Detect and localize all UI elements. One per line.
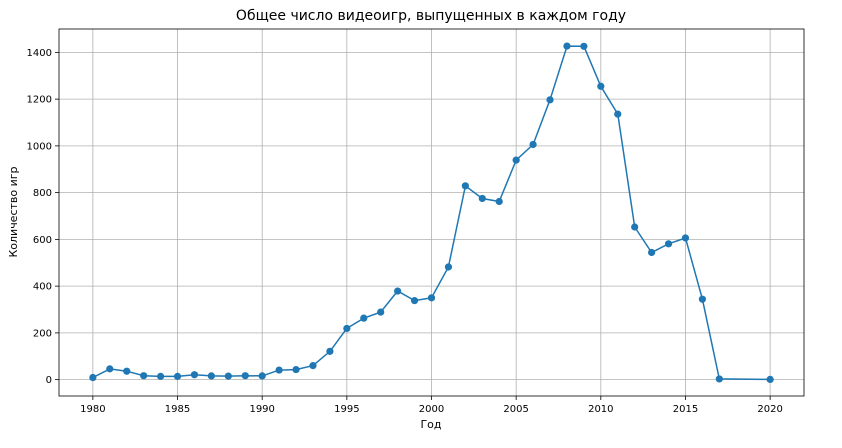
data-point bbox=[580, 42, 588, 50]
x-tick-label: 2000 bbox=[419, 404, 444, 415]
data-point bbox=[715, 375, 723, 383]
x-tick-label: 1980 bbox=[80, 404, 105, 415]
plot-frame bbox=[58, 28, 805, 397]
x-tick-label: 1990 bbox=[249, 404, 274, 415]
y-axis-label: Количество игр bbox=[7, 166, 20, 257]
data-point bbox=[427, 294, 436, 302]
data-point bbox=[207, 372, 215, 380]
data-point bbox=[326, 347, 334, 355]
y-tick-label: 400 bbox=[33, 282, 52, 293]
x-tick-label: 1995 bbox=[334, 404, 359, 415]
data-point bbox=[275, 366, 283, 374]
chart-title: Общее число видеоигр, выпущенных в каждо… bbox=[236, 8, 626, 24]
data-point bbox=[563, 42, 571, 50]
data-point bbox=[106, 365, 114, 373]
x-tick-label: 2005 bbox=[503, 404, 528, 415]
data-point bbox=[444, 263, 453, 271]
data-point bbox=[512, 156, 520, 164]
data-point bbox=[664, 240, 673, 248]
data-point bbox=[648, 248, 656, 257]
x-tick-label: 1985 bbox=[165, 404, 190, 415]
grid bbox=[59, 29, 804, 396]
data-point bbox=[529, 140, 537, 149]
data-point bbox=[377, 308, 385, 316]
data-point bbox=[597, 82, 605, 90]
y-tick-label: 200 bbox=[33, 328, 52, 339]
data-point bbox=[681, 234, 690, 242]
x-axis-label: Год bbox=[420, 418, 441, 431]
data-point bbox=[698, 295, 707, 303]
y-tick-label: 600 bbox=[33, 235, 52, 246]
y-tick-label: 1000 bbox=[27, 141, 52, 152]
x-tick-label: 2010 bbox=[588, 404, 613, 415]
data-point bbox=[309, 362, 317, 370]
data-point bbox=[224, 372, 232, 380]
y-axis: 0 200 400 600 800 1000 1200 1400 bbox=[27, 48, 59, 386]
data-point bbox=[631, 223, 639, 231]
series bbox=[89, 42, 774, 384]
data-point bbox=[410, 297, 419, 305]
data-point bbox=[478, 194, 486, 203]
data-point bbox=[140, 372, 148, 380]
y-tick-label: 0 bbox=[46, 375, 52, 386]
y-tick-label: 1400 bbox=[27, 48, 52, 59]
y-tick-label: 800 bbox=[33, 188, 52, 199]
y-tick-label: 1200 bbox=[27, 95, 52, 106]
data-point bbox=[360, 314, 368, 322]
data-point bbox=[258, 372, 266, 380]
data-point bbox=[123, 367, 131, 375]
data-point bbox=[173, 372, 182, 380]
data-point bbox=[343, 324, 351, 333]
x-tick-label: 2020 bbox=[757, 404, 782, 415]
x-tick-label: 2015 bbox=[673, 404, 698, 415]
data-point bbox=[766, 375, 774, 384]
data-point bbox=[546, 96, 554, 104]
data-point bbox=[292, 365, 300, 374]
data-point bbox=[156, 372, 165, 380]
data-point bbox=[495, 197, 503, 206]
data-point bbox=[614, 110, 622, 118]
data-point bbox=[89, 373, 97, 382]
data-point bbox=[394, 287, 402, 295]
data-point bbox=[241, 372, 249, 380]
data-point bbox=[461, 182, 469, 190]
data-point bbox=[190, 371, 199, 379]
x-axis: 1980 1985 1990 1995 2000 2005 2010 2015 2020 bbox=[80, 396, 783, 415]
